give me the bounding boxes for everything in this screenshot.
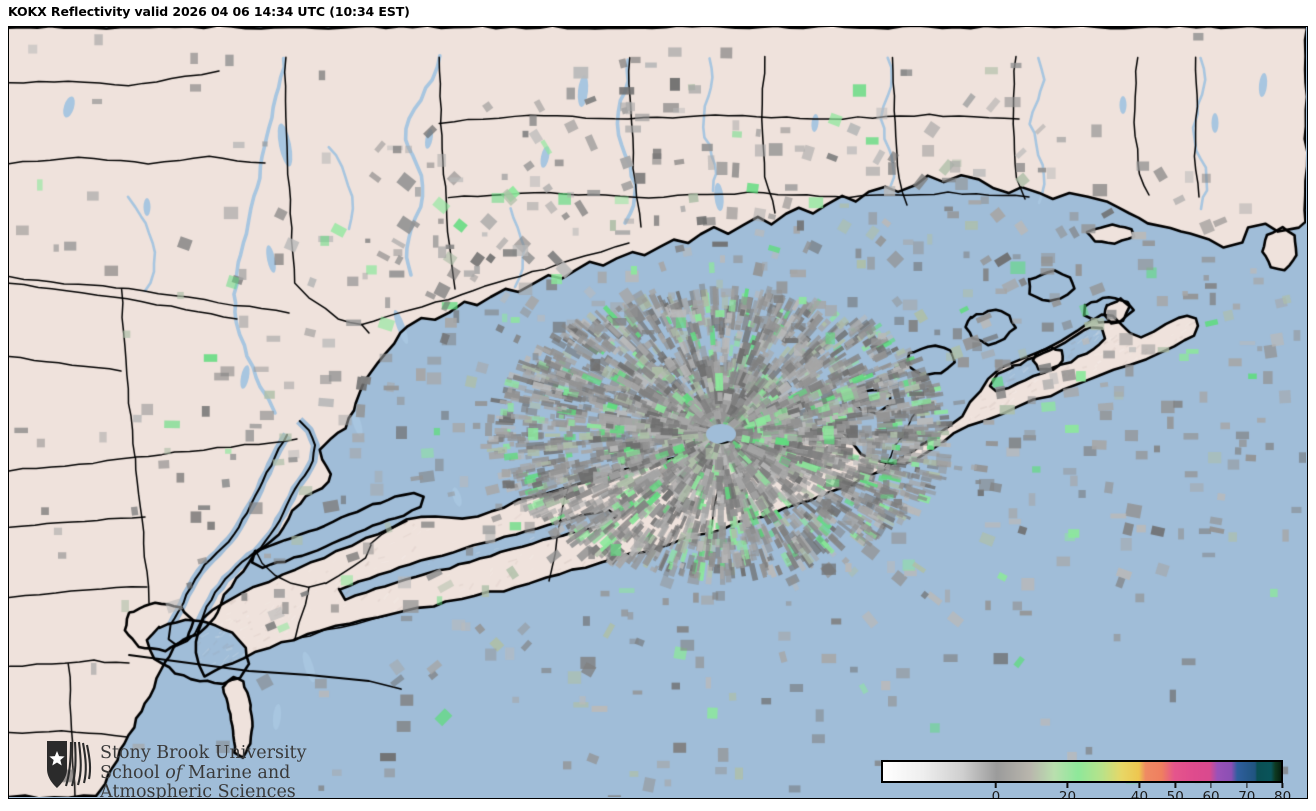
map-viewport[interactable]: Stony Brook University School of Marine … (8, 26, 1308, 799)
basemap-layer (9, 27, 1306, 797)
page-title: KOKX Reflectivity valid 2026 04 06 14:34… (8, 4, 410, 19)
